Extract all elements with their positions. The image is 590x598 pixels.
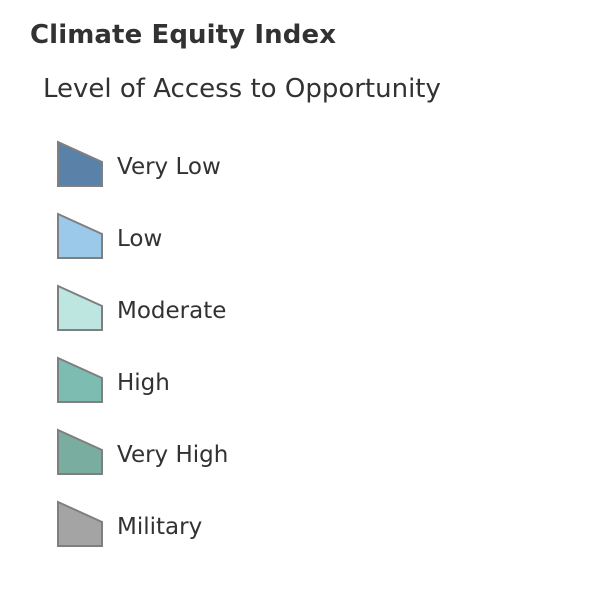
polygon-swatch-icon xyxy=(57,356,103,403)
polygon-swatch-icon xyxy=(57,284,103,331)
swatch-fill xyxy=(57,212,103,259)
polygon-swatch-icon xyxy=(57,140,103,187)
legend-item-moderate: Moderate xyxy=(56,272,228,344)
legend-item-label: High xyxy=(117,370,170,396)
legend-item-label: Military xyxy=(117,514,203,540)
legend-item-label: Very Low xyxy=(117,154,221,180)
polygon-swatch-icon xyxy=(57,428,103,475)
legend-field-title: Level of Access to Opportunity xyxy=(43,74,441,104)
legend-item-military: Military xyxy=(56,488,228,560)
legend-item-very-high: Very High xyxy=(56,416,228,488)
legend-item-label: Moderate xyxy=(117,298,227,324)
swatch-fill xyxy=(57,500,103,547)
legend-item-low: Low xyxy=(56,200,228,272)
legend-layer-title: Climate Equity Index xyxy=(30,20,337,50)
swatch-fill xyxy=(57,284,103,331)
swatch-fill xyxy=(57,140,103,187)
legend-item-label: Very High xyxy=(117,442,229,468)
swatch-fill xyxy=(57,356,103,403)
legend-items: Very Low Low Moderate High Very High xyxy=(56,128,228,560)
polygon-swatch-icon xyxy=(57,500,103,547)
legend-item-high: High xyxy=(56,344,228,416)
polygon-swatch-icon xyxy=(57,212,103,259)
swatch-fill xyxy=(57,428,103,475)
legend-item-very-low: Very Low xyxy=(56,128,228,200)
legend-item-label: Low xyxy=(117,226,163,252)
